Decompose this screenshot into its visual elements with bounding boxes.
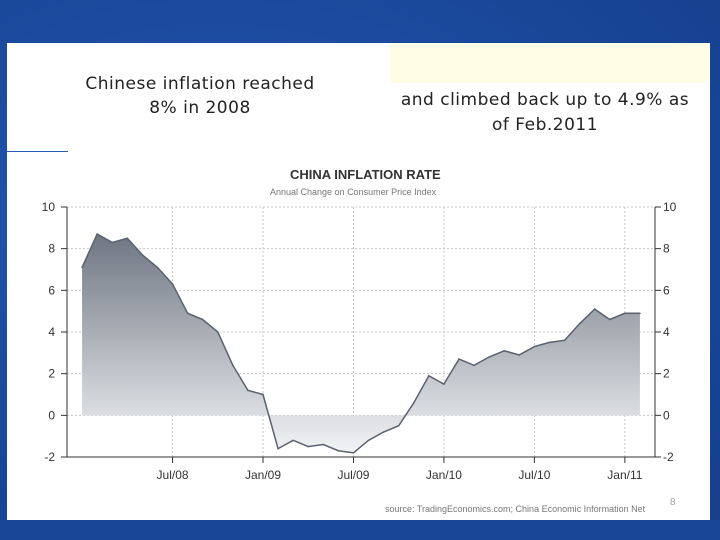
y-tick-label-left: 4 [48,325,55,339]
data-point [608,318,611,321]
data-point [322,443,325,446]
y-tick-label-right: -2 [663,450,674,464]
data-point [548,341,551,344]
x-tick-label: Jan/09 [245,468,281,482]
left-caption: Chinese inflation reached 8% in 2008 [85,74,315,118]
y-tick-label-right: 4 [663,325,670,339]
data-point [337,449,340,452]
data-point [307,445,310,448]
axes [61,206,661,463]
y-tick-label-right: 6 [663,283,670,297]
data-point [247,389,249,392]
chart-title: CHINA INFLATION RATE [290,167,441,182]
x-tick-label: Jul/08 [157,468,189,482]
chart-source: source: TradingEconomics.com; China Econ… [385,504,646,514]
data-point [171,283,174,285]
x-tick-label: Jul/09 [337,468,369,482]
data-point [458,358,460,360]
data-point [201,318,204,321]
y-axis-left-ticks: 10 8 6 4 2 0 -2 [42,200,56,464]
series-line [81,233,640,454]
y-tick-label-left: 8 [48,242,55,256]
data-point [216,331,219,333]
accent-rule [7,151,68,152]
y-tick-label-left: 2 [48,367,55,381]
data-point [503,349,506,352]
data-point [473,364,475,367]
y-tick-label-right: 10 [663,200,677,214]
right-caption: and climbed back up to 4.9% as of Feb.20… [400,90,690,135]
data-point [382,431,385,433]
y-axis-right-ticks: 10 8 6 4 2 0 -2 [663,200,677,464]
data-point [533,345,536,348]
x-tick-label: Jan/10 [426,468,462,482]
data-point [352,452,355,454]
bottom-strip [0,520,720,540]
data-point [578,322,581,325]
data-point [428,374,430,377]
data-point [563,339,566,342]
caption-highlight-box [390,43,708,83]
data-point [367,439,370,442]
data-point [593,308,596,310]
series-area-fill [82,234,640,453]
chart-subtitle: Annual Change on Consumer Price Index [270,187,437,197]
x-tick-label: Jul/10 [518,468,550,482]
data-point [262,393,264,396]
y-tick-label-right: 2 [663,367,670,381]
series-area [81,233,641,454]
data-point [443,383,445,385]
y-tick-label-left: 10 [42,200,56,214]
page-number: 8 [670,497,676,508]
y-tick-label-right: 8 [663,242,670,256]
y-tick-label-left: 6 [48,283,55,297]
y-tick-label-left: -2 [44,450,55,464]
data-point [412,402,415,404]
data-point [186,312,189,315]
data-point [397,424,400,427]
x-axis-ticks: Jul/08 Jan/09 Jul/09 Jan/10 Jul/10 Jan/11 [157,468,643,482]
data-point [518,354,521,356]
data-point [96,233,98,235]
data-point [111,241,114,244]
data-point [232,364,234,367]
data-point [277,447,279,450]
data-point [624,312,626,315]
data-point [292,439,294,442]
data-point [81,266,83,269]
x-tick-label: Jan/11 [607,468,642,482]
data-point [488,356,490,358]
data-point [126,237,129,240]
y-tick-label-left: 0 [48,408,55,422]
data-point [156,266,159,269]
data-point [141,254,144,256]
data-point [639,312,641,315]
y-tick-label-right: 0 [663,408,670,422]
